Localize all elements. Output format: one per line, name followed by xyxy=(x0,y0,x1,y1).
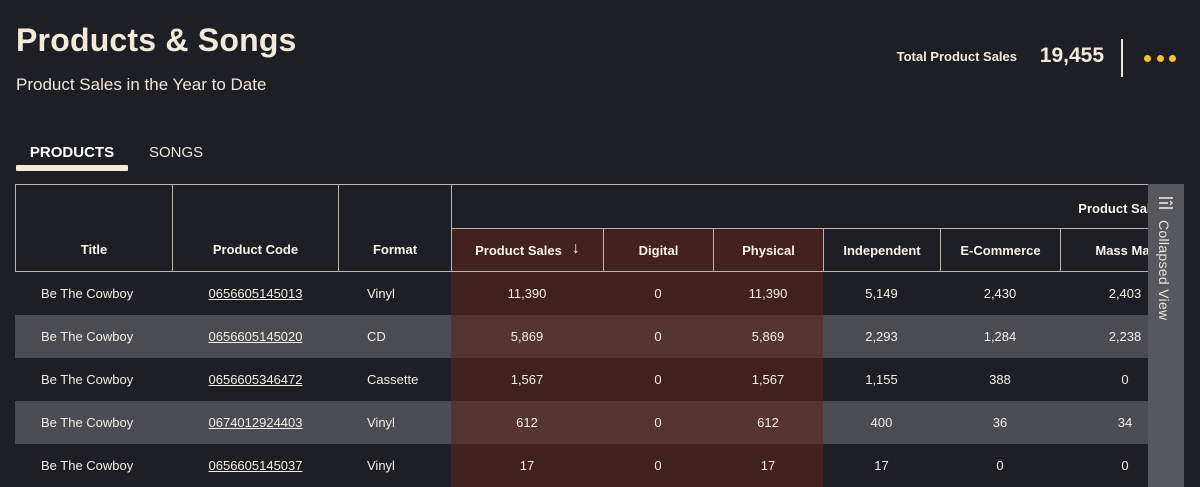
cell-format: Vinyl xyxy=(367,286,395,301)
products-table: Title Product Code Format Product Sales … xyxy=(15,184,1148,487)
cell-ecommerce: 1,284 xyxy=(983,329,1017,344)
product-code-link[interactable]: 0674012924403 xyxy=(208,415,303,430)
column-header-physical[interactable]: Physical xyxy=(713,228,824,272)
cell-independent: 5,149 xyxy=(865,286,898,301)
column-header-label: Independent xyxy=(843,243,921,258)
cell-title: Be The Cowboy xyxy=(41,415,134,430)
product-code-link[interactable]: 0656605346472 xyxy=(208,372,303,387)
product-code-link[interactable]: 0656605145013 xyxy=(208,286,303,301)
cell-physical: 17 xyxy=(713,444,823,487)
kpi-value: 19,455 xyxy=(1039,44,1104,67)
page-subtitle: Product Sales in the Year to Date xyxy=(16,75,267,94)
column-header-label: Digital xyxy=(638,243,679,258)
column-header-mass-market[interactable]: Mass Mar xyxy=(1060,228,1148,272)
cell-product-code: 0656605145037 xyxy=(172,444,339,487)
cell-physical: 1,567 xyxy=(713,358,823,401)
cell-format: CD xyxy=(367,329,386,344)
tab-songs[interactable]: SONGS xyxy=(149,144,204,161)
group-header-label: Product Sales xyxy=(1078,201,1148,216)
cell-product-sales: 1,567 xyxy=(451,358,603,401)
column-header-label: Product Code xyxy=(212,242,299,257)
column-header-product-sales[interactable]: Product Sales ↓ xyxy=(451,228,604,272)
cell-product-sales: 5,869 xyxy=(451,315,603,358)
collapsed-view-label: Collapsed View xyxy=(1156,220,1172,321)
page-title: Products & Songs xyxy=(16,22,297,58)
column-header-label: Title xyxy=(80,242,108,257)
product-code-link[interactable]: 0656605145020 xyxy=(208,329,303,344)
cell-mass-market: 2,238 xyxy=(1108,329,1142,344)
cell-product-sales: 612 xyxy=(451,401,603,444)
sort-descending-icon[interactable]: ↓ xyxy=(571,240,580,257)
kpi-divider xyxy=(1121,39,1123,77)
cell-digital: 0 xyxy=(603,401,713,444)
cell-product-code: 0656605145013 xyxy=(172,272,339,315)
cell-digital: 0 xyxy=(603,315,713,358)
table-row[interactable]: Be The Cowboy 0656605145037 Vinyl 17 0 1… xyxy=(15,444,1148,487)
column-header-title[interactable]: Title xyxy=(15,184,173,272)
cell-independent: 1,155 xyxy=(865,372,898,387)
cell-product-code: 0674012924403 xyxy=(172,401,339,444)
cell-ecommerce: 2,430 xyxy=(983,286,1017,301)
table-row[interactable]: Be The Cowboy 0674012924403 Vinyl 612 0 … xyxy=(15,401,1148,444)
column-header-format[interactable]: Format xyxy=(338,184,452,272)
more-horizontal-icon xyxy=(1144,54,1176,62)
table-row[interactable]: Be The Cowboy 0656605346472 Cassette 1,5… xyxy=(15,358,1148,401)
table-row[interactable]: Be The Cowboy 0656605145020 CD 5,869 0 5… xyxy=(15,315,1148,358)
cell-independent: 17 xyxy=(874,458,889,473)
column-header-digital[interactable]: Digital xyxy=(603,228,714,272)
collapsed-view-panel[interactable]: Collapsed View xyxy=(1148,184,1184,487)
column-header-label: E-Commerce xyxy=(960,243,1041,258)
cell-physical: 5,869 xyxy=(713,315,823,358)
cell-ecommerce: 388 xyxy=(989,372,1011,387)
column-header-ecommerce[interactable]: E-Commerce xyxy=(940,228,1061,272)
collapse-list-icon xyxy=(1159,197,1173,209)
cell-digital: 0 xyxy=(603,272,713,315)
tab-active-underline xyxy=(16,165,128,171)
cell-ecommerce: 36 xyxy=(992,415,1008,430)
column-header-label: Format xyxy=(372,242,418,257)
cell-mass-market: 34 xyxy=(1117,415,1133,430)
cell-digital: 0 xyxy=(603,444,713,487)
cell-format: Vinyl xyxy=(367,415,395,430)
cell-digital: 0 xyxy=(603,358,713,401)
column-header-product-code[interactable]: Product Code xyxy=(172,184,339,272)
cell-physical: 612 xyxy=(713,401,823,444)
cell-product-code: 0656605145020 xyxy=(172,315,339,358)
cell-physical: 11,390 xyxy=(713,272,823,315)
group-header-product-sales: Product Sales ‹ xyxy=(451,184,1148,229)
column-header-label: Physical xyxy=(742,243,795,258)
more-options-button[interactable] xyxy=(1144,50,1176,66)
cell-independent: 400 xyxy=(870,415,893,430)
cell-title: Be The Cowboy xyxy=(41,329,134,344)
cell-ecommerce: 0 xyxy=(996,458,1004,473)
column-header-independent[interactable]: Independent xyxy=(823,228,941,272)
cell-product-code: 0656605346472 xyxy=(172,358,339,401)
column-header-label: Product Sales xyxy=(475,243,562,258)
cell-title: Be The Cowboy xyxy=(41,372,134,387)
cell-mass-market: 2,403 xyxy=(1108,286,1142,301)
table-row[interactable]: Be The Cowboy 0656605145013 Vinyl 11,390… xyxy=(15,272,1148,315)
cell-mass-market: 0 xyxy=(1121,458,1129,473)
cell-title: Be The Cowboy xyxy=(41,458,134,473)
cell-title: Be The Cowboy xyxy=(41,286,134,301)
cell-product-sales: 17 xyxy=(451,444,603,487)
cell-format: Vinyl xyxy=(367,458,395,473)
kpi-label: Total Product Sales xyxy=(896,49,1017,64)
cell-independent: 2,293 xyxy=(865,329,898,344)
column-header-label: Mass Mar xyxy=(1095,243,1148,258)
product-code-link[interactable]: 0656605145037 xyxy=(208,458,303,473)
cell-product-sales: 11,390 xyxy=(451,272,603,315)
cell-format: Cassette xyxy=(367,372,419,387)
cell-mass-market: 0 xyxy=(1121,372,1129,387)
tab-products[interactable]: PRODUCTS xyxy=(29,144,115,161)
